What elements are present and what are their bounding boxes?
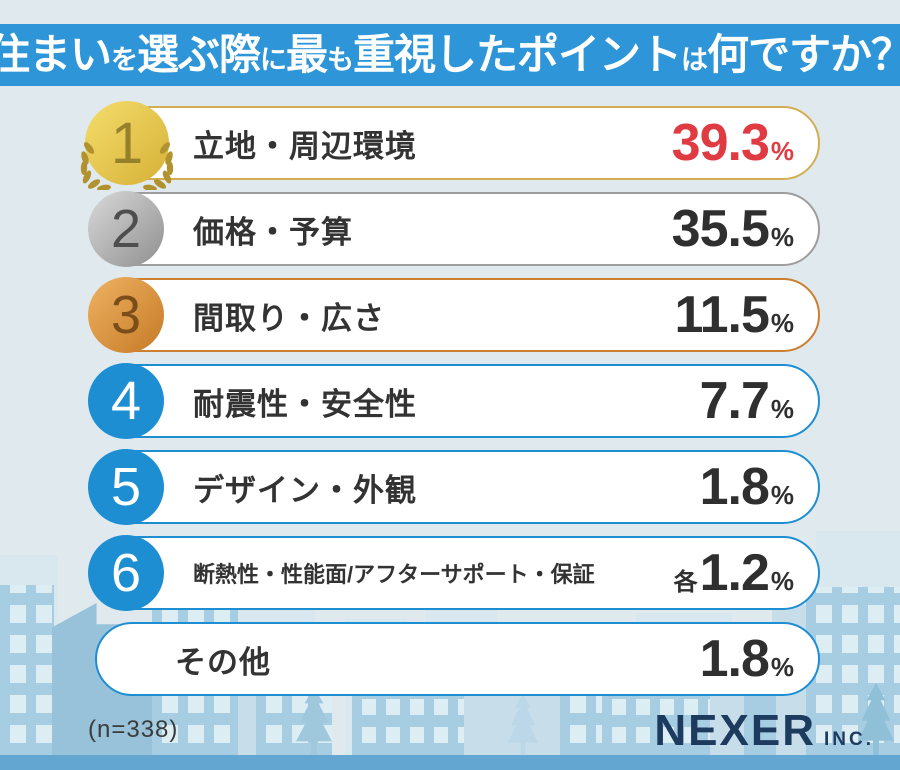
rank-number: 6	[110, 543, 142, 603]
title-segment: も	[327, 45, 354, 75]
ranking-pill: デザイン・外観 1.8%	[95, 450, 820, 524]
value-unit: %	[770, 480, 794, 510]
value-unit: %	[770, 394, 794, 424]
title-segment: 住まい	[0, 31, 112, 78]
ranking-value: 7.7%	[698, 371, 794, 431]
ranking-item-1: 1	[80, 101, 820, 190]
ranking-item-4: 4 耐震性・安全性 7.7%	[88, 363, 820, 439]
ranking-pill: 価格・予算 35.5%	[95, 192, 820, 266]
logo-text: NEXER	[654, 706, 816, 755]
ranking-value: 1.8%	[698, 629, 794, 689]
building-decoration	[0, 585, 54, 755]
rank-number: 2	[110, 199, 142, 259]
bronze-medal-icon: 3	[88, 277, 164, 353]
title-segment: を	[110, 45, 138, 75]
ranking-label: その他	[175, 644, 271, 680]
ranking-label: 断熱性・性能面/アフターサポート・保証	[193, 562, 595, 587]
value-number: 39.3	[671, 114, 770, 172]
ranking-item-3: 3 間取り・広さ 11.5%	[88, 277, 820, 353]
rank-badge: 6	[88, 535, 164, 611]
value-number: 11.5	[674, 286, 770, 344]
ranking-value: 11.5%	[673, 285, 794, 345]
laurel-wreath-icon	[80, 142, 174, 190]
title-segment: 最	[286, 31, 328, 78]
value-number: 1.8	[699, 630, 770, 688]
ranking-pill: 耐震性・安全性 7.7%	[95, 364, 820, 438]
ranking-pill: 立地・周辺環境 39.3%	[95, 106, 820, 180]
title-banner: 住まいを選ぶ際に最も重視したポイントは何ですか？	[0, 24, 900, 86]
rank-number: 4	[110, 371, 142, 431]
sample-size: (n=338)	[88, 716, 179, 743]
title-segment: 何ですか？	[707, 31, 900, 78]
value-number: 1.2	[699, 544, 770, 602]
ranking-pill: その他 1.8%	[95, 622, 820, 696]
silver-medal-icon: 2	[88, 191, 164, 267]
ranking-item-2: 2 価格・予算 35.5%	[88, 191, 820, 267]
value-unit: %	[770, 566, 794, 596]
page-title: 住まいを選ぶ際に最も重視したポイントは何ですか？	[0, 34, 900, 76]
title-segment: 重視したポイント	[353, 31, 682, 78]
value-number: 35.5	[671, 200, 770, 258]
value-unit: %	[770, 136, 794, 166]
bottom-strip	[0, 755, 900, 770]
value-unit: %	[770, 652, 794, 682]
logo-suffix-text: INC.	[824, 729, 874, 750]
ranking-item-5: 5 デザイン・外観 1.8%	[88, 449, 820, 525]
gold-medal-icon: 1	[80, 101, 174, 190]
ranking-value: 39.3%	[670, 113, 794, 173]
value-prefix: 各	[673, 569, 698, 596]
rank-badge: 4	[88, 363, 164, 439]
ranking-pill: 間取り・広さ 11.5%	[95, 278, 820, 352]
ranking-label: 価格・予算	[193, 214, 353, 250]
ranking-value: 1.8%	[698, 457, 794, 517]
ranking-label: 間取り・広さ	[193, 300, 385, 336]
ranking-list: 1	[80, 101, 820, 708]
ranking-label: 耐震性・安全性	[193, 386, 417, 422]
title-segment: は	[681, 45, 708, 75]
ranking-pill: 断熱性・性能面/アフターサポート・保証 各 1.2%	[95, 536, 820, 610]
rank-number: 1	[110, 110, 144, 176]
value-number: 7.7	[699, 372, 770, 430]
ranking-label: 立地・周辺環境	[193, 128, 417, 164]
ranking-value: 各 1.2%	[674, 543, 794, 603]
title-segment: に	[260, 45, 287, 75]
value-number: 1.8	[699, 458, 770, 516]
ranking-item-other: その他 1.8%	[95, 622, 820, 696]
value-unit: %	[770, 222, 794, 252]
nexer-logo: NEXER INC.	[654, 706, 874, 756]
ranking-item-6: 6 断熱性・性能面/アフターサポート・保証 各 1.2%	[88, 535, 820, 611]
rank-badge: 5	[88, 449, 164, 525]
rank-number: 3	[110, 285, 142, 345]
title-segment: 選ぶ際	[136, 31, 261, 78]
rank-number: 5	[110, 457, 142, 517]
ranking-value: 35.5%	[670, 199, 794, 259]
value-unit: %	[770, 308, 794, 338]
ranking-label: デザイン・外観	[193, 472, 417, 508]
